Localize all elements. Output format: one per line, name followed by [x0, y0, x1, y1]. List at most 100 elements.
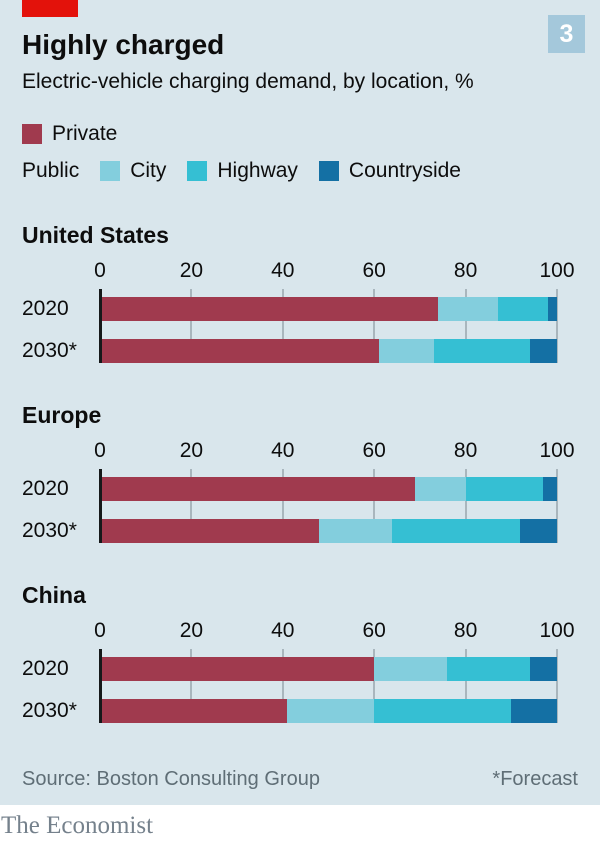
bar-segment-private — [100, 339, 379, 363]
bar-segment-city — [374, 657, 448, 681]
bar-segment-city — [378, 339, 434, 363]
gridline — [556, 289, 558, 363]
x-tick-label: 40 — [271, 439, 295, 462]
x-tick-label: 20 — [179, 259, 204, 282]
legend-item-countryside: Countryside — [318, 159, 461, 183]
axis-zero-line — [99, 469, 102, 543]
year-label: 2030* — [22, 519, 77, 542]
legend-label-countryside: Countryside — [348, 159, 461, 182]
gridline — [190, 469, 193, 543]
year-label: 2030* — [22, 699, 77, 722]
region-title: China — [22, 582, 86, 608]
gridline — [373, 469, 376, 543]
legend-group-label-public: Public — [22, 159, 80, 182]
legend: Private Public City Highway Countryside — [22, 122, 578, 183]
plot-area: 2020 2030* — [22, 469, 558, 543]
bar-row-2020: 2020 — [22, 477, 557, 501]
bar-segment-private — [100, 699, 288, 723]
source-note: Source: Boston Consulting Group — [22, 768, 320, 790]
gridline — [556, 649, 558, 723]
economist-red-tag — [22, 0, 78, 17]
legend-item-city: City — [100, 159, 166, 183]
economist-wordmark: The Economist — [1, 812, 154, 839]
x-tick-label: 20 — [179, 439, 204, 462]
bar-segment-countryside — [520, 519, 557, 543]
chart-section-china: China 0 20 40 60 80 100 2020 2030* — [22, 581, 578, 723]
region-title: United States — [22, 222, 169, 248]
gridline — [556, 469, 558, 543]
plot-area: 2020 2030* — [22, 649, 558, 723]
gridline — [281, 469, 284, 543]
gridline — [190, 289, 193, 363]
year-label: 2020 — [22, 477, 69, 500]
x-tick-label: 60 — [362, 259, 386, 282]
x-tick-label: 40 — [271, 259, 295, 282]
bar-row-2020: 2020 — [22, 297, 557, 321]
x-tick-label: 80 — [453, 619, 478, 642]
x-tick-label: 80 — [453, 439, 478, 462]
x-tick-label: 20 — [179, 619, 204, 642]
countryside-swatch-icon — [318, 161, 339, 181]
chart-section-united-states: United States 0 20 40 60 80 100 2020 2030* — [22, 221, 578, 363]
legend-row-private: Private — [22, 122, 578, 146]
bar-segment-countryside — [529, 339, 557, 363]
bar-segment-private — [100, 477, 416, 501]
bar-row-2030: 2030* — [22, 699, 557, 723]
highway-swatch-icon — [187, 161, 208, 181]
plot-area: 2020 2030* — [22, 289, 558, 363]
bar-segment-city — [438, 297, 498, 321]
gridline — [281, 289, 284, 363]
x-tick-label: 60 — [362, 439, 386, 462]
legend-row-public: Public City Highway Countryside — [22, 159, 578, 183]
x-tick-label: 100 — [539, 619, 575, 642]
bar-segment-highway — [447, 657, 530, 681]
figure-number-badge: 3 — [548, 15, 585, 53]
year-label: 2030* — [22, 339, 77, 362]
x-tick-label: 0 — [94, 439, 106, 462]
x-tick-label: 60 — [362, 619, 386, 642]
x-axis-labels: 0 20 40 60 80 100 — [94, 259, 574, 286]
gridline — [464, 469, 467, 543]
bar-row-2030: 2030* — [22, 339, 557, 363]
bar-segment-city — [287, 699, 375, 723]
x-axis-labels: 0 20 40 60 80 100 — [94, 439, 574, 466]
gridline — [464, 289, 467, 363]
bar-segment-city — [319, 519, 393, 543]
axis-zero-line — [99, 289, 102, 363]
gridline — [464, 649, 467, 723]
bar-segment-highway — [497, 297, 548, 321]
x-tick-label: 100 — [539, 259, 575, 282]
bar-row-2020: 2020 — [22, 657, 557, 681]
chart-sections: United States 0 20 40 60 80 100 2020 2030* Europe… — [22, 221, 578, 723]
bar-segment-countryside — [511, 699, 557, 723]
bar-segment-countryside — [529, 657, 557, 681]
chart-footer: Source: Boston Consulting Group *Forecas… — [22, 768, 578, 791]
gridline — [373, 289, 376, 363]
bar-segment-private — [100, 297, 439, 321]
chart-panel: 3 Highly charged Electric-vehicle chargi… — [0, 0, 600, 805]
year-label: 2020 — [22, 657, 69, 680]
private-swatch-icon — [22, 124, 42, 144]
legend-label-private: Private — [52, 122, 118, 145]
axis-zero-line — [99, 649, 102, 723]
x-tick-label: 80 — [453, 259, 478, 282]
bar-row-2030: 2030* — [22, 519, 557, 543]
page-title: Highly charged — [22, 29, 225, 60]
bar-segment-highway — [374, 699, 512, 723]
bar-segment-highway — [433, 339, 530, 363]
legend-item-highway: Highway — [187, 159, 298, 183]
year-label: 2020 — [22, 297, 69, 320]
chart-subtitle: Electric-vehicle charging demand, by loc… — [22, 70, 474, 93]
bar-segment-private — [100, 519, 320, 543]
bar-segment-city — [415, 477, 466, 501]
gridline — [281, 649, 284, 723]
x-tick-label: 0 — [94, 259, 106, 282]
legend-label-highway: Highway — [217, 159, 298, 182]
bar-segment-highway — [465, 477, 544, 501]
forecast-note: *Forecast — [492, 768, 578, 790]
gridline — [373, 649, 376, 723]
region-title: Europe — [22, 402, 102, 428]
legend-label-city: City — [130, 159, 167, 182]
bar-segment-highway — [392, 519, 521, 543]
bar-segment-countryside — [543, 477, 557, 501]
